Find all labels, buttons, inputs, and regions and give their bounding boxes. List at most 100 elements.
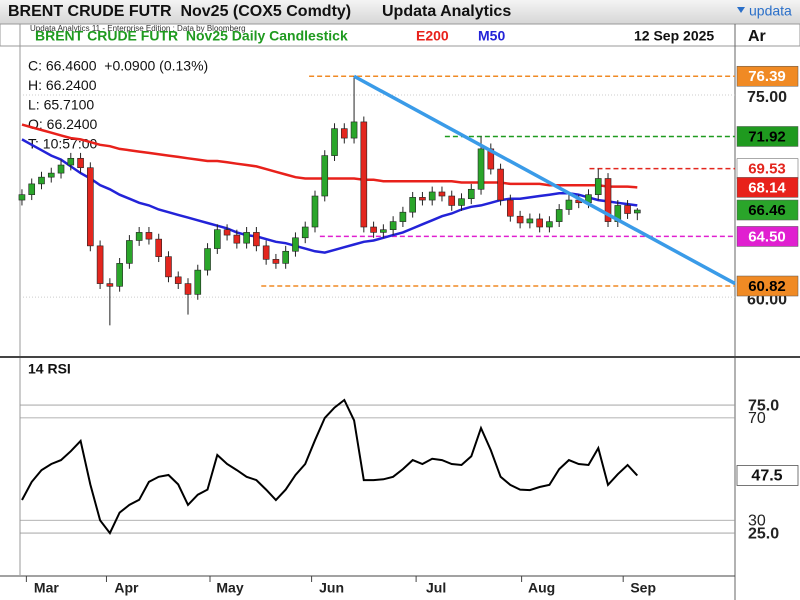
rsi-line [21,398,639,536]
candle-body [360,121,368,228]
publisher: Updata Analytics [382,3,511,20]
axis-label: Ar [748,28,766,45]
candle-body [243,232,250,244]
candle-body [145,232,153,240]
legend-m50: M50 [478,28,505,44]
quote-line: O: 66.2400 [28,116,97,132]
candle-body [438,191,446,197]
date: 12 Sep 2025 [634,28,714,44]
candle-body [536,218,543,228]
candle-body [321,155,329,197]
candle-body [96,245,104,284]
candle-body [47,172,55,178]
candle-body [477,148,485,190]
instrument-title: BRENT CRUDE FUTR Nov25 (COX5 Comdty) [8,3,351,20]
candle-body [67,157,75,166]
candle-body [565,199,573,210]
candle-body [497,168,504,201]
candle-body [409,197,416,213]
candle-body [555,209,563,222]
moving-average [21,138,638,254]
chart-title: BRENT CRUDE FUTR Nov25 Daily Candlestick [35,28,348,44]
legend-e200: E200 [416,28,449,44]
candle-body [223,229,231,236]
candle-body [594,178,602,195]
close-last: 66.46 [748,202,786,219]
candle-body [507,199,514,217]
level-label: 60.82 [748,278,786,295]
candle-body [204,248,211,271]
candle-body [604,178,612,222]
candle-body [155,238,163,257]
candle-body [292,237,299,252]
candle-body [399,211,407,222]
candle-body [340,128,348,139]
candle-body [77,157,84,169]
candle-body [389,221,397,230]
candle-body [546,221,553,228]
x-tick-label: Jul [426,580,446,596]
candle-body [331,128,338,156]
level-label: 69.53 [748,161,786,178]
candle-body [28,183,36,195]
candle-body [311,195,319,228]
candle-body [282,250,289,264]
candle-body [165,256,172,278]
candle-body [126,240,133,264]
x-tick-label: May [216,580,243,596]
x-tick-label: Apr [114,580,139,596]
candle-body [272,259,280,264]
candle-body [526,218,534,224]
candle-body [634,209,641,214]
candle-body [233,234,241,244]
candle-body [262,245,270,260]
title-bar [0,0,800,24]
info-bar [0,23,800,47]
candle-body [106,283,114,287]
level-label: 71.92 [748,128,786,145]
candle-body [194,269,202,295]
candle-body [38,176,45,185]
level-label: 64.50 [748,228,786,245]
candle-body [419,197,426,201]
candle-body [214,229,221,249]
candle-body [428,191,436,201]
candle-body [624,205,631,214]
quote-line: C: 66.4600 +0.0900 (0.13%) [28,58,208,74]
x-tick-label: Mar [34,580,59,596]
candle-body [253,232,260,247]
y-tick-label: 30 [748,512,766,529]
level-label-box [736,275,799,297]
rsi-last-box [736,465,799,486]
rsi-last-label: 47.5 [751,468,782,485]
close-last-box [736,199,799,221]
candle-body [116,263,123,287]
candle-body [301,226,309,239]
x-tick-label: Aug [528,580,555,596]
x-tick-label: Sep [630,580,656,596]
quote-line: H: 66.2400 [28,77,97,93]
candle-body [135,232,143,241]
candle-body [350,121,358,139]
y-tick-label: 75.0 [748,397,779,414]
x-tick-label: Jun [319,580,344,596]
candle-body [87,167,94,247]
candle-body [448,195,456,206]
y-tick-label: 25.0 [748,525,779,542]
edition: Updata Analytics 11 - Enterprise Edition… [30,24,246,33]
level-label-box [736,65,799,87]
trendline [353,74,736,286]
quote-line: L: 65.7100 [28,97,94,113]
y-tick-label: 75.00 [747,89,787,106]
candle-body [458,198,465,206]
candle-body [370,226,377,233]
y-tick-label: 70 [748,410,766,427]
moving-average [21,123,638,189]
candle-body [174,276,182,284]
rsi-title: 14 RSI [28,361,71,377]
candle-body [18,194,26,201]
e200-last: 68.14 [748,179,786,196]
e200-last-box [736,177,799,198]
candle-body [467,188,475,200]
